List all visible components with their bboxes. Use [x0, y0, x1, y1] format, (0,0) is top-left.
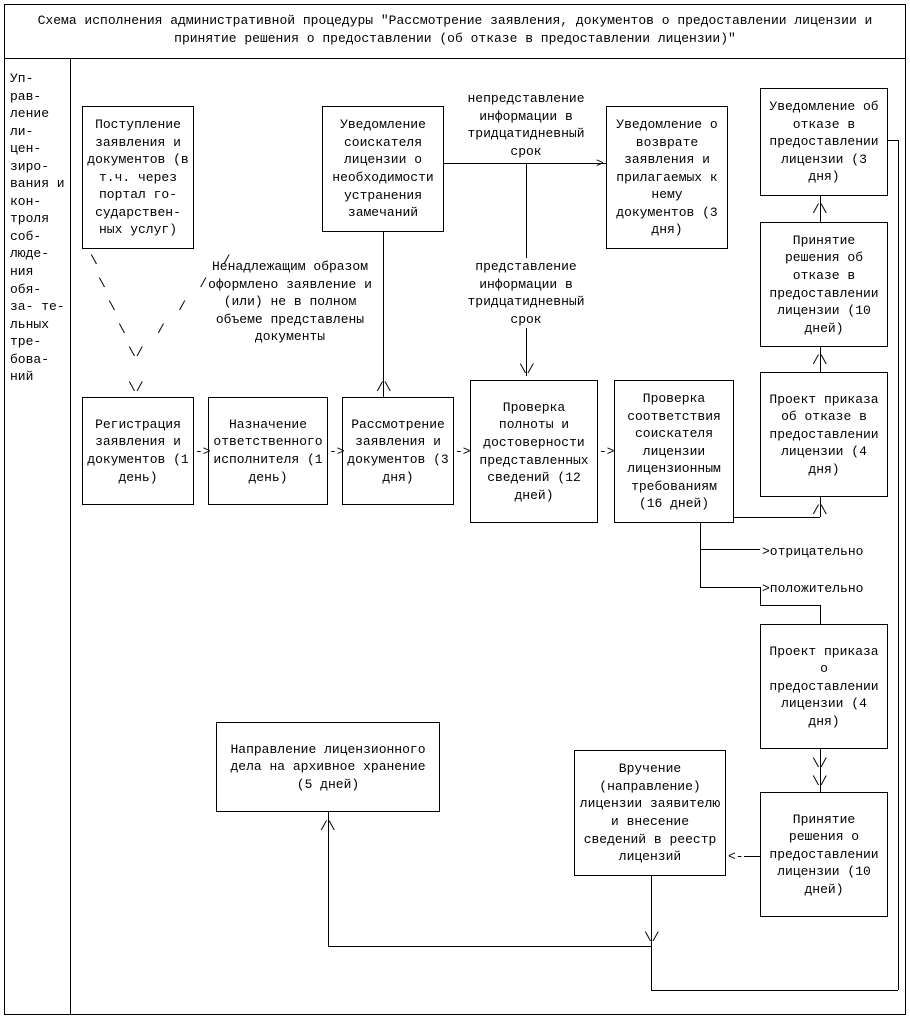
node-n4: Уведомление об отказе в предоставлении л…: [760, 88, 888, 196]
arrow-a14: /\: [812, 203, 828, 216]
arrow-a15: /\: [812, 354, 828, 367]
node-n11: Проект приказа об отказе в предоставлени…: [760, 372, 888, 497]
arrow-a2: \ /: [98, 277, 207, 290]
label-l1: непредставление информации в тридцатидне…: [456, 90, 596, 160]
arrow-a9: ->: [455, 445, 471, 458]
diagram-title: Схема исполнения административной процед…: [4, 12, 906, 47]
line-v_pos_in: [760, 587, 761, 605]
line-h_n4_out: [888, 140, 898, 141]
node-n14: Вручение (направление) лицензии заявител…: [574, 750, 726, 876]
label-l4: >отрицательно: [762, 543, 882, 561]
line-v_right: [898, 140, 899, 990]
line-h_neg: [700, 549, 760, 550]
line-h_pos2: [760, 605, 820, 606]
arrow-a4: \ /: [118, 323, 165, 336]
label-l5: >положительно: [762, 580, 882, 598]
line-v_right_b: [651, 946, 652, 990]
line-h_title: [4, 58, 906, 59]
node-n3: Уведомление о возврате заявления и прила…: [606, 106, 728, 249]
node-n15: Направление лицензионного дела на архивн…: [216, 722, 440, 812]
line-v_side: [70, 58, 71, 1015]
arrow-a10: ->: [599, 445, 615, 458]
arrow-a6: \/: [128, 381, 144, 394]
line-h_pos: [700, 587, 760, 588]
arrow-a18: \/: [812, 775, 828, 788]
arrow-a21: /\: [320, 820, 336, 833]
line-h_right_b: [651, 990, 898, 991]
node-n12: Проект приказа о предоставлении лицензии…: [760, 624, 888, 749]
arrow-a1: \ /: [90, 254, 230, 267]
node-n6: Регистрация заявления и документов (1 де…: [82, 397, 194, 505]
label-l3: Ненадлежащим образом оформлено заявление…: [202, 258, 378, 346]
line-h_n2_n3: [444, 163, 606, 164]
arrow-a13: >: [596, 157, 604, 170]
node-n8: Рассмотрение заявления и документов (3 д…: [342, 397, 454, 505]
node-n10: Проверка соответствия соискателя лицензи…: [614, 380, 734, 523]
node-n5: Принятие решения об отказе в предоставле…: [760, 222, 888, 347]
node-n13: Принятие решения о предоставлении лиценз…: [760, 792, 888, 917]
node-n9: Проверка полноты и достоверности предста…: [470, 380, 598, 523]
arrow-a7: ->: [195, 445, 211, 458]
node-n7: Назначение ответственного исполнителя (1…: [208, 397, 328, 505]
diagram-canvas: Схема исполнения административной процед…: [0, 0, 910, 1019]
line-h_n13_n14: [744, 856, 760, 857]
arrow-a11: /\: [376, 381, 392, 394]
line-v_n2_down: [383, 232, 384, 397]
arrow-a20: \/: [644, 931, 660, 944]
node-n2: Уведомление соискателя лицензии о необхо…: [322, 106, 444, 232]
arrow-a3: \ /: [108, 300, 186, 313]
arrow-a5: \/: [128, 346, 144, 359]
line-h_bottom: [328, 946, 651, 947]
side-column-text: Уп- рав- ление ли- цен- зиро- вания и ко…: [10, 70, 66, 386]
arrow-a19: <-: [728, 850, 744, 863]
node-n1: Поступление заявления и документов (в т.…: [82, 106, 194, 249]
line-v_neg: [700, 523, 701, 587]
arrow-a12: \/: [519, 363, 535, 376]
label-l2: представление информации в тридцатидневн…: [456, 258, 596, 328]
arrow-a8: ->: [329, 445, 345, 458]
arrow-a17: \/: [812, 757, 828, 770]
line-v_pos2: [820, 605, 821, 624]
arrow-a16: /\: [812, 504, 828, 517]
